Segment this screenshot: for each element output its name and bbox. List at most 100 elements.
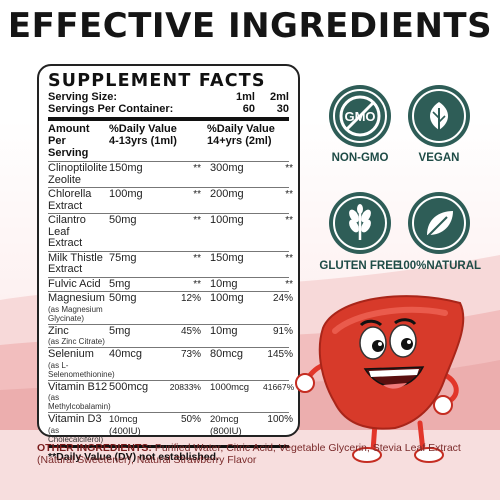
- natural-label: 100%NATURAL: [396, 260, 482, 272]
- nutrient-name-text: Selenium: [48, 348, 94, 360]
- other-ingredients-text: Purified Water, Citric Acid, Vegetable G…: [37, 442, 461, 466]
- dv-1ml: 12%: [180, 293, 201, 304]
- amount-1ml: 5mg: [109, 277, 131, 290]
- dv-1ml: 20833%: [169, 381, 201, 392]
- nutrient-row: Chlorella Extract 100mg ** 200mg **: [48, 187, 293, 213]
- nutrient-name: Vitamin D3 (as Cholecalciferol): [48, 413, 109, 444]
- dv-1ml: **: [193, 189, 201, 200]
- nutrient-name: Milk Thistle Extract: [48, 251, 109, 276]
- amount-2ml: 100mg: [210, 214, 244, 226]
- dv-2ml: 41667%: [263, 381, 295, 392]
- nutrient-name: Magnesium (as Magnesium Glycinate): [48, 292, 109, 323]
- nutrient-rows: Clinoptilolite Zeolite 150mg ** 300mg ** Chlo…: [48, 161, 294, 445]
- nutrient-name: Fulvic Acid: [48, 277, 109, 291]
- col-amount: Amount Per Serving: [48, 123, 90, 159]
- amount-1ml: 50mg: [109, 214, 137, 226]
- nutrient-name-text: Vitamin B12: [48, 380, 108, 393]
- amount-2ml: 20mcg (800IU): [210, 414, 242, 437]
- dv-2ml: **: [285, 163, 293, 174]
- amount-2ml: 10mg: [210, 324, 238, 337]
- col-dv1: %Daily Value 4-13yrs (1ml): [109, 123, 177, 147]
- amount-1ml: 500mcg: [109, 380, 149, 393]
- nutrient-row: Magnesium (as Magnesium Glycinate) 50mg 12%…: [48, 291, 293, 324]
- amount-2ml: 200mg: [210, 188, 244, 200]
- leaf-icon: [430, 102, 448, 130]
- dv-2ml: **: [285, 215, 293, 226]
- amount-1ml: 75mg: [109, 251, 137, 264]
- nutrient-row: Vitamin B12 (as Methylcobalamin) 500mcg 208…: [48, 379, 294, 413]
- nutrient-source: (as Magnesium Glycinate): [48, 304, 103, 323]
- nutrient-row: Vitamin D3 (as Cholecalciferol) 10mcg (400…: [48, 412, 293, 445]
- amount-2ml: 150mg: [210, 251, 244, 264]
- amount-1ml: 150mg: [109, 162, 143, 174]
- other-ingredients: OTHER INGREDIENTS: Purified Water, Citri…: [37, 442, 467, 466]
- non-gmo-label: NON-GMO: [331, 152, 389, 164]
- amount-2ml: 80mcg: [210, 348, 244, 360]
- nutrient-source: (as Zinc Citrate): [48, 337, 105, 346]
- non-gmo-badge: GMO: [329, 85, 391, 147]
- nutrient-name-text: Zinc: [48, 324, 69, 337]
- facts-title: SUPPLEMENT FACTS: [48, 71, 266, 91]
- nutrient-row: Cilantro Leaf Extract 50mg ** 100mg **: [48, 213, 293, 251]
- liver-mascot-illustration: [295, 295, 465, 463]
- dv-1ml: 45%: [180, 325, 201, 337]
- gluten-free-badge: [329, 192, 391, 254]
- supplement-facts-panel: SUPPLEMENT FACTS Serving Size: 1ml 2ml S…: [37, 64, 300, 463]
- dv-1ml: **: [193, 252, 201, 264]
- servings-label: Servings Per Container:: [48, 103, 174, 115]
- vegan-badge: [408, 85, 470, 147]
- dv-2ml: **: [285, 278, 293, 290]
- footnote: **Daily Value (DV) not established.: [48, 444, 289, 463]
- nutrient-name-text: Milk Thistle Extract: [48, 251, 103, 275]
- dv-1ml: 73%: [180, 349, 201, 360]
- nutrient-name-text: Chlorella Extract: [48, 188, 92, 212]
- nutrient-name-text: Cilantro Leaf Extract: [48, 214, 86, 249]
- column-headers: Amount Per Serving %Daily Value 4-13yrs …: [48, 123, 289, 161]
- dv-2ml: **: [285, 252, 293, 264]
- nutrient-name-text: Fulvic Acid: [48, 277, 101, 290]
- amount-1ml: 100mg: [109, 188, 143, 200]
- nutrient-name-text: Magnesium: [48, 292, 105, 304]
- servings-1: 60: [242, 103, 255, 115]
- serving-size-1: 1ml: [236, 91, 255, 103]
- nutrient-row: Milk Thistle Extract 75mg ** 150mg **: [48, 250, 293, 277]
- serving-size-2: 2ml: [270, 91, 289, 103]
- nutrient-row: Fulvic Acid 5mg ** 10mg **: [48, 276, 293, 292]
- nutrient-name-text: Vitamin D3: [48, 413, 102, 425]
- dv-1ml: **: [193, 278, 201, 290]
- amount-2ml: 100mg: [210, 292, 244, 304]
- headline: EFFECTIVE INGREDIENTS: [7, 6, 493, 46]
- vegan-label: VEGAN: [418, 152, 460, 164]
- gmo-icon: GMO: [339, 95, 381, 137]
- servings-2: 30: [276, 103, 289, 115]
- nutrient-row: Zinc (as Zinc Citrate) 5mg 45% 10mg 91%: [48, 323, 293, 348]
- dv-1ml: **: [193, 163, 201, 174]
- gluten-free-label: GLUTEN FREE: [319, 260, 401, 272]
- nutrient-name: Cilantro Leaf Extract: [48, 214, 109, 250]
- amount-2ml: 300mg: [210, 162, 244, 174]
- natural-leaf-icon: [426, 211, 453, 238]
- nutrient-source: (as L-Selenomethionine): [48, 360, 115, 379]
- dv-1ml: 50%: [180, 414, 201, 425]
- other-ingredients-label: OTHER INGREDIENTS:: [37, 442, 152, 454]
- dv-2ml: 100%: [267, 414, 293, 425]
- dv-1ml: **: [193, 215, 201, 226]
- amount-2ml: 1000mcg: [210, 381, 250, 393]
- amount-2ml: 10mg: [210, 277, 238, 290]
- nutrient-name: Zinc (as Zinc Citrate): [48, 324, 109, 346]
- col-dv2: %Daily Value 14+yrs (2ml): [207, 123, 275, 147]
- nutrient-source: (as Methylcobalamin): [48, 393, 111, 411]
- nutrient-name: Chlorella Extract: [48, 188, 109, 212]
- amount-1ml: 40mcg: [109, 348, 143, 360]
- nutrient-source: (as Cholecalciferol): [48, 425, 104, 444]
- amount-1ml: 50mg: [109, 292, 137, 304]
- nutrient-name: Clinoptilolite Zeolite: [48, 162, 109, 186]
- nutrient-name: Vitamin B12 (as Methylcobalamin): [48, 380, 111, 411]
- amount-1ml: 5mg: [109, 324, 131, 337]
- servings-per-container-row: Servings Per Container: 60 30: [48, 103, 289, 115]
- nutrient-row: Selenium (as L-Selenomethionine) 40mcg 73% 8…: [48, 347, 293, 380]
- serving-size-label: Serving Size:: [48, 91, 118, 103]
- dv-2ml: 24%: [272, 293, 293, 304]
- divider: [48, 117, 289, 121]
- wheat-icon: [349, 204, 371, 240]
